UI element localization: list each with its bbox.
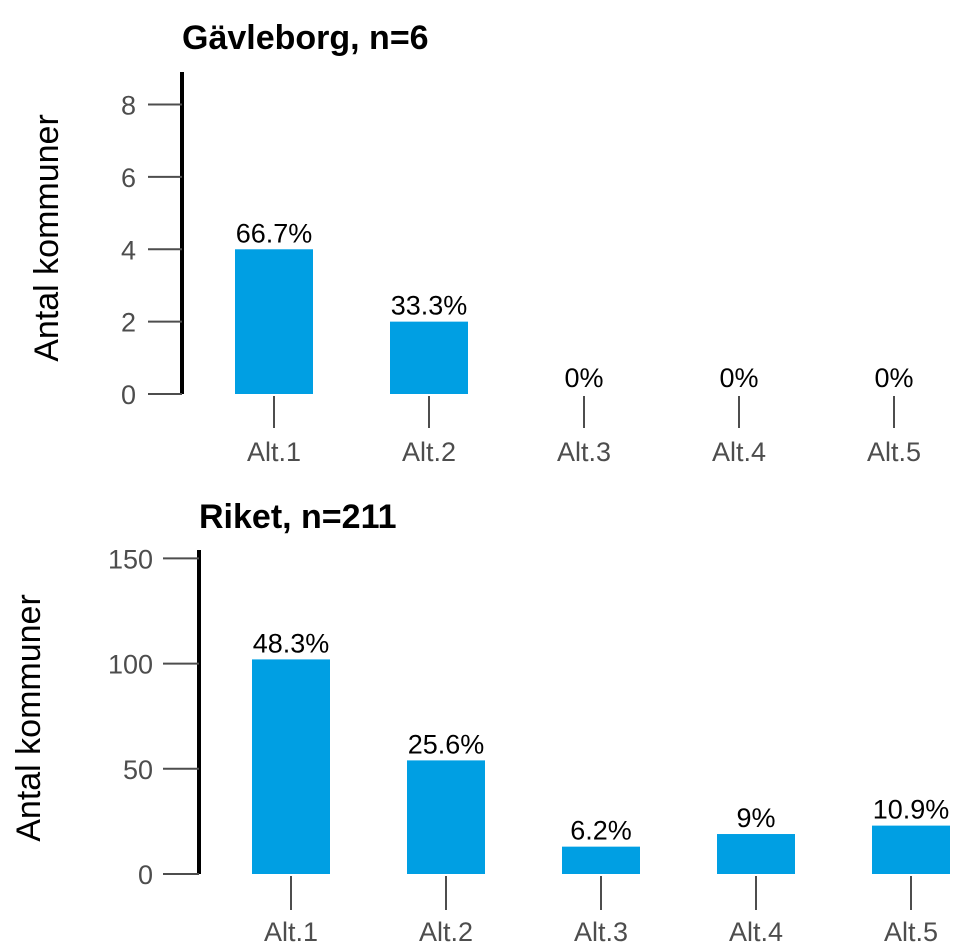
- y-axis: 0 50 100 150: [108, 544, 201, 890]
- y-axis-label: Antal kommuner: [28, 114, 66, 362]
- y-tick-label: 150: [108, 544, 153, 574]
- bar-data-label: 9%: [736, 803, 775, 833]
- y-tick-label: 6: [121, 163, 136, 193]
- chart-title: Riket, n=211: [199, 498, 397, 536]
- x-tick-label: Alt.5: [867, 437, 921, 467]
- x-tick-label: Alt.4: [729, 917, 783, 947]
- x-tick-label: Alt.4: [712, 437, 766, 467]
- bar-data-label: 25.6%: [408, 729, 485, 759]
- bar-alt-2: [407, 760, 485, 874]
- bar-data-label: 66.7%: [236, 218, 313, 248]
- y-tick-label: 4: [121, 235, 136, 265]
- bar-data-label: 0%: [564, 363, 603, 393]
- bar-alt-1: [235, 249, 313, 394]
- x-tick-label: Alt.2: [419, 917, 473, 947]
- bar-data-label: 10.9%: [873, 795, 950, 825]
- y-axis-label: Antal kommuner: [10, 594, 48, 842]
- chart-panel-gavleborg: Gävleborg, n=6 Antal kommuner 0 2 4 6 8 66.7…: [28, 19, 921, 467]
- bar-alt-3: [562, 846, 640, 874]
- x-tick-label: Alt.5: [884, 917, 938, 947]
- bar-alt-2: [390, 321, 468, 394]
- y-tick-label: 50: [123, 755, 153, 785]
- y-tick-label: 2: [121, 308, 136, 338]
- chart-title: Gävleborg, n=6: [182, 19, 429, 57]
- bar-data-label: 0%: [874, 363, 913, 393]
- bar-data-label: 33.3%: [391, 291, 468, 321]
- x-tick-label: Alt.3: [574, 917, 628, 947]
- x-tick-label: Alt.1: [247, 437, 301, 467]
- bar-data-label: 48.3%: [253, 628, 330, 658]
- y-tick-label: 8: [121, 91, 136, 121]
- y-tick-label: 100: [108, 650, 153, 680]
- bar-alt-1: [252, 659, 330, 874]
- x-tick-label: Alt.1: [264, 917, 318, 947]
- bar-alt-4: [717, 834, 795, 874]
- bar-data-label: 6.2%: [570, 816, 632, 846]
- bars: 48.3% Alt.1 25.6% Alt.2 6.2% Alt.3 9% Alt.4 10.9…: [252, 628, 950, 947]
- y-tick-label: 0: [121, 380, 136, 410]
- bars: 66.7% Alt.1 33.3% Alt.2 0% Alt.3 0% Alt.4 0% Alt.…: [235, 218, 921, 467]
- y-axis: 0 2 4 6 8: [121, 72, 184, 410]
- x-tick-label: Alt.3: [557, 437, 611, 467]
- bar-alt-5: [872, 825, 950, 874]
- x-tick-label: Alt.2: [402, 437, 456, 467]
- chart-panel-riket: Riket, n=211 Antal kommuner 0 50 100 150 48…: [10, 498, 950, 947]
- y-tick-label: 0: [138, 860, 153, 890]
- bar-data-label: 0%: [719, 363, 758, 393]
